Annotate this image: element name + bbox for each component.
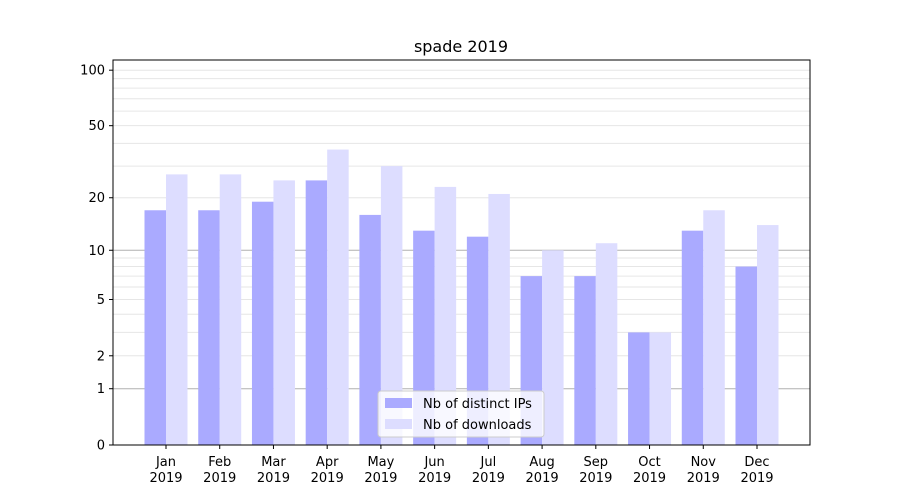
x-tick-label-month: Oct — [638, 455, 660, 470]
x-tick-label-year: 2019 — [364, 471, 397, 486]
bar-distinct-ips — [628, 332, 650, 445]
x-tick-label-month: Jul — [480, 455, 497, 470]
y-tick-label: 0 — [97, 439, 105, 454]
x-tick-label-year: 2019 — [740, 471, 773, 486]
x-tick-label-year: 2019 — [149, 471, 182, 486]
y-tick-label: 5 — [97, 293, 105, 308]
y-axis: 0 1 2 5 10 20 50 100 — [80, 64, 113, 454]
plot-frame — [112, 59, 811, 446]
bar-distinct-ips — [359, 214, 381, 445]
x-tick-label-year: 2019 — [687, 471, 720, 486]
bar-distinct-ips — [735, 266, 757, 445]
x-tick-label-year: 2019 — [472, 471, 505, 486]
y-tick-label: 50 — [88, 119, 105, 134]
bar-downloads — [273, 180, 295, 446]
chart-title: spade 2019 — [414, 37, 508, 56]
x-axis: Jan2019Feb2019Mar2019Apr2019May2019Jun20… — [149, 445, 774, 486]
x-tick-label-month: Apr — [316, 455, 339, 470]
legend-swatch-downloads — [385, 419, 412, 429]
x-tick-label-year: 2019 — [203, 471, 236, 486]
bar-downloads — [166, 174, 188, 445]
x-tick-label-year: 2019 — [311, 471, 344, 486]
bar-downloads — [757, 225, 779, 445]
bar-distinct-ips — [681, 230, 704, 445]
bar-downloads — [380, 166, 403, 445]
legend: Nb of distinct IPs Nb of downloads — [377, 390, 545, 438]
y-tick-label: 100 — [80, 64, 105, 79]
legend-swatch-ips — [385, 398, 412, 408]
bar-distinct-ips — [144, 210, 166, 445]
x-tick-label-month: Dec — [744, 455, 769, 470]
bar-downloads — [542, 250, 564, 445]
x-tick-label-year: 2019 — [633, 471, 666, 486]
bar-distinct-ips — [305, 180, 328, 446]
x-tick-label-year: 2019 — [579, 471, 612, 486]
legend-label-ips: Nb of distinct IPs — [423, 397, 532, 412]
bar-distinct-ips — [251, 201, 274, 445]
y-tick-label: 2 — [97, 349, 105, 364]
y-tick-label: 1 — [97, 382, 105, 397]
bar-downloads — [703, 210, 725, 445]
x-tick-label-month: Nov — [691, 455, 717, 470]
x-tick-label-year: 2019 — [257, 471, 290, 486]
x-tick-label-month: Aug — [529, 455, 554, 470]
x-tick-label-year: 2019 — [526, 471, 559, 486]
x-tick-label-month: Jan — [155, 455, 176, 470]
bars — [144, 149, 779, 446]
bar-downloads — [649, 332, 672, 445]
x-tick-label-year: 2019 — [418, 471, 451, 486]
bar-distinct-ips — [198, 210, 220, 445]
bar-downloads — [595, 243, 618, 445]
y-tick-label: 10 — [88, 244, 105, 259]
x-tick-label-month: Sep — [584, 455, 609, 470]
y-tick-label: 20 — [88, 191, 105, 206]
bar-downloads — [488, 193, 510, 445]
x-tick-label-month: May — [367, 455, 394, 470]
x-tick-label-month: Jun — [423, 455, 444, 470]
bar-downloads — [219, 174, 242, 445]
legend-label-downloads: Nb of downloads — [423, 418, 532, 433]
bar-downloads — [434, 186, 457, 445]
bar-distinct-ips — [574, 276, 596, 445]
legend-box — [377, 390, 545, 438]
x-tick-label-month: Feb — [208, 455, 231, 470]
bar-downloads — [327, 149, 349, 445]
x-tick-label-month: Mar — [261, 455, 286, 470]
